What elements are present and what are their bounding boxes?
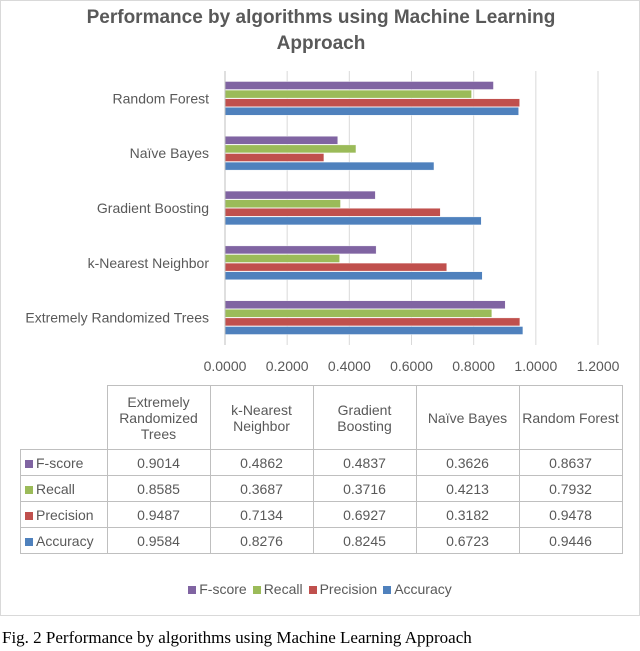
category-label: Gradient Boosting bbox=[97, 200, 209, 216]
table-cell: 0.3716 bbox=[312, 475, 417, 502]
table-cell: 0.8276 bbox=[209, 527, 314, 554]
series-name: Accuracy bbox=[36, 532, 94, 549]
table-row: F-score 0.9014 0.4862 0.4837 0.3626 0.8637 bbox=[20, 449, 623, 476]
table-row-header: Accuracy bbox=[20, 527, 108, 554]
legend-key-icon bbox=[308, 586, 317, 595]
table-header-cell: k-Nearest Neighbor bbox=[209, 385, 314, 450]
table-cell: 0.7134 bbox=[209, 501, 314, 528]
table-cell: 0.4862 bbox=[209, 449, 314, 476]
table-cell: 0.7932 bbox=[518, 475, 623, 502]
category-label: Extremely Randomized Trees bbox=[25, 310, 209, 326]
table-cell: 0.4213 bbox=[415, 475, 520, 502]
table-cell: 0.6927 bbox=[312, 501, 417, 528]
bar-precision bbox=[224, 153, 325, 162]
table-cell: 0.3182 bbox=[415, 501, 520, 528]
category-label: Naïve Bayes bbox=[130, 145, 209, 161]
table-row: Precision 0.9487 0.7134 0.6927 0.3182 0.9478 bbox=[20, 501, 623, 528]
category-label: Random Forest bbox=[113, 90, 210, 106]
table-cell: 0.3687 bbox=[209, 475, 314, 502]
bar-recall bbox=[224, 199, 341, 208]
bar-recall bbox=[224, 309, 493, 318]
table-cell: 0.9478 bbox=[518, 501, 623, 528]
legend-key-icon bbox=[383, 586, 392, 595]
category-label: k-Nearest Neighbor bbox=[88, 255, 210, 271]
table-corner bbox=[20, 385, 108, 450]
series-name: Precision bbox=[36, 506, 94, 523]
legend-label: F-score bbox=[199, 581, 247, 597]
bar-f-score bbox=[224, 136, 338, 145]
chart-frame: Performance by algorithms using Machine … bbox=[0, 0, 640, 616]
table-header-cell: Gradient Boosting bbox=[312, 385, 417, 450]
bar-precision bbox=[224, 262, 447, 272]
legend-key-icon bbox=[25, 485, 33, 494]
bar-accuracy bbox=[224, 161, 435, 171]
bar-recall bbox=[224, 254, 340, 263]
x-tick-label: 0.8000 bbox=[452, 358, 495, 374]
table-cell: 0.8245 bbox=[312, 527, 417, 554]
table-header-cell: Extremely Randomized Trees bbox=[106, 385, 211, 450]
table-cell: 0.3626 bbox=[415, 449, 520, 476]
data-table: Extremely Randomized Trees k-Nearest Nei… bbox=[20, 385, 623, 554]
legend-key-icon bbox=[25, 459, 33, 468]
table-cell: 0.9584 bbox=[106, 527, 211, 554]
legend-label: Precision bbox=[319, 581, 378, 597]
bar-precision bbox=[224, 98, 520, 107]
bar-accuracy bbox=[224, 216, 482, 226]
table-row-header: F-score bbox=[20, 449, 108, 476]
series-name: F-score bbox=[36, 454, 84, 471]
legend-item: Precision bbox=[308, 581, 378, 597]
x-tick-label: 0.6000 bbox=[390, 358, 433, 374]
bar-f-score bbox=[224, 190, 376, 200]
table-row-header: Recall bbox=[20, 475, 108, 502]
table-header-cell: Naïve Bayes bbox=[415, 385, 520, 450]
legend-key-icon bbox=[25, 537, 33, 546]
bar-precision bbox=[224, 208, 441, 217]
x-tick-label: 0.2000 bbox=[266, 358, 309, 374]
bar-recall bbox=[224, 89, 472, 99]
bar-accuracy bbox=[224, 271, 483, 280]
bar-f-score bbox=[224, 300, 506, 309]
legend-item: Accuracy bbox=[383, 581, 452, 597]
table-cell: 0.9014 bbox=[106, 449, 211, 476]
table-cell: 0.6723 bbox=[415, 527, 520, 554]
table-cell: 0.9487 bbox=[106, 501, 211, 528]
x-tick-label: 1.0000 bbox=[514, 358, 557, 374]
table-cell: 0.8637 bbox=[518, 449, 623, 476]
legend-item: F-score bbox=[188, 581, 247, 597]
bar-precision bbox=[224, 317, 521, 327]
legend-label: Recall bbox=[263, 581, 303, 597]
table-row: Recall 0.8585 0.3687 0.3716 0.4213 0.7932 bbox=[20, 475, 623, 502]
legend-key-icon bbox=[25, 511, 33, 520]
bar-f-score bbox=[224, 245, 377, 255]
bar-plot: 0.0000 0.2000 0.4000 0.6000 0.8000 1.0000 1.20… bbox=[25, 71, 620, 374]
table-header-cell: Random Forest bbox=[518, 385, 623, 450]
table-header-row: Extremely Randomized Trees k-Nearest Nei… bbox=[20, 385, 623, 450]
legend-key-icon bbox=[188, 586, 197, 595]
table-row-header: Precision bbox=[20, 501, 108, 528]
bar-recall bbox=[224, 144, 357, 154]
series-name: Recall bbox=[36, 480, 75, 497]
figure-caption: Fig. 2 Performance by algorithms using M… bbox=[2, 628, 472, 647]
legend-key-icon bbox=[252, 586, 261, 595]
bar-f-score bbox=[224, 81, 494, 90]
legend: F-score Recall Precision Accuracy bbox=[1, 581, 639, 597]
table-cell: 0.8585 bbox=[106, 475, 211, 502]
bar-accuracy bbox=[224, 107, 519, 116]
chart-title: Performance by algorithms using Machine … bbox=[86, 7, 556, 54]
legend-label: Accuracy bbox=[394, 581, 452, 597]
legend-item: Recall bbox=[252, 581, 303, 597]
x-tick-label: 0.0000 bbox=[204, 358, 247, 374]
table-cell: 0.9446 bbox=[518, 527, 623, 554]
bar-accuracy bbox=[224, 326, 524, 335]
table-cell: 0.4837 bbox=[312, 449, 417, 476]
table-row: Accuracy 0.9584 0.8276 0.8245 0.6723 0.9446 bbox=[20, 527, 623, 554]
x-tick-label: 0.4000 bbox=[328, 358, 371, 374]
x-tick-label: 1.2000 bbox=[577, 358, 620, 374]
